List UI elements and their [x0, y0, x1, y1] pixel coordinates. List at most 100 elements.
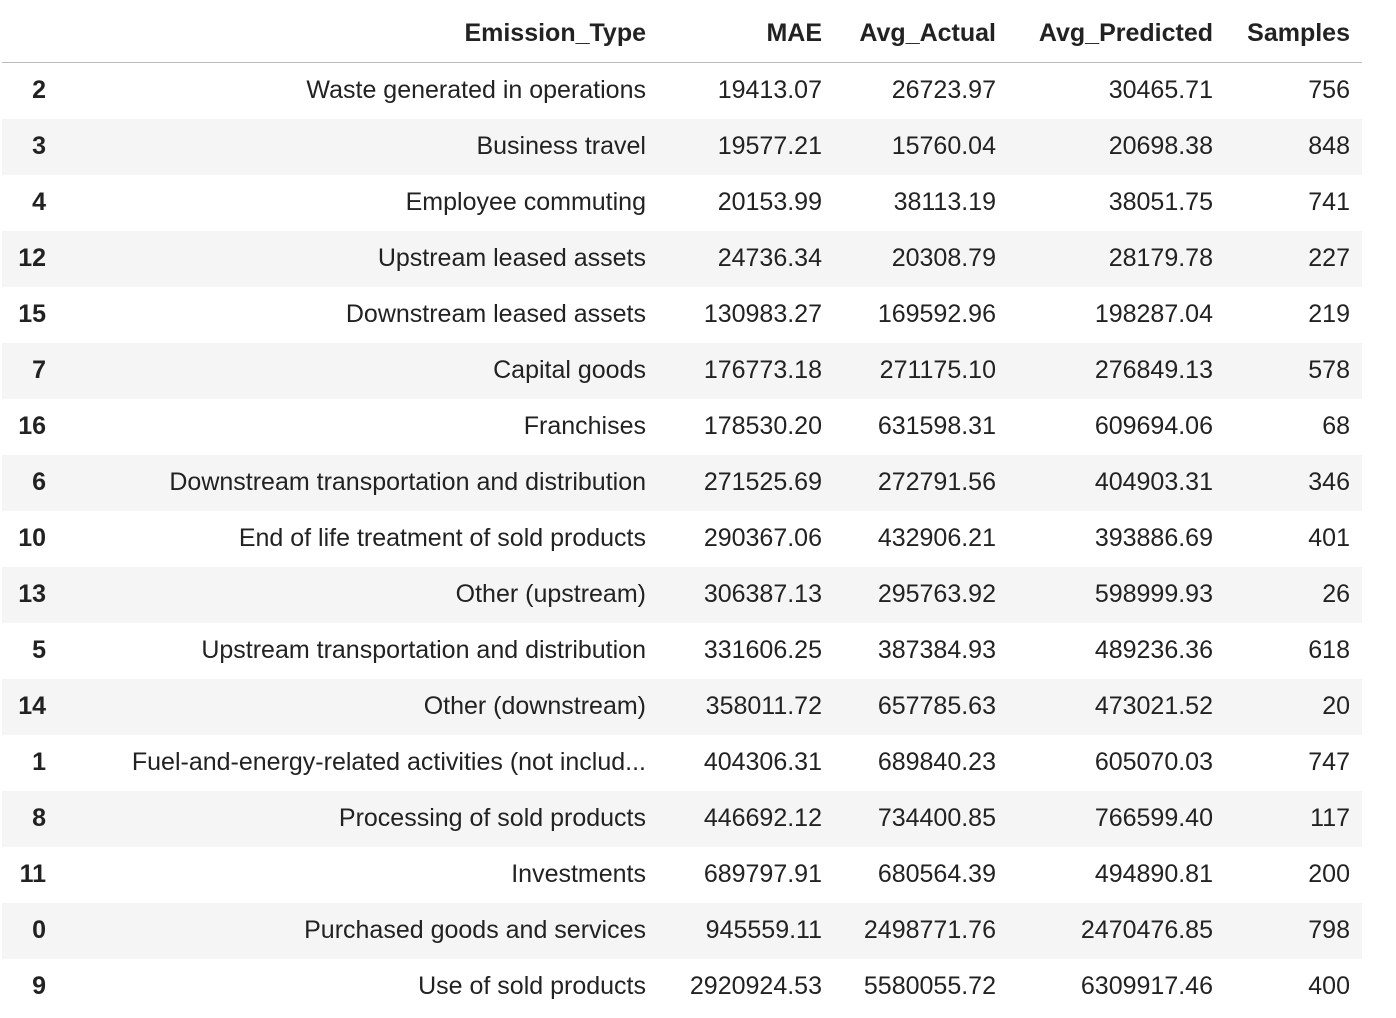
table-cell: Other (downstream) [423, 692, 646, 720]
table-cell: 945559.11 [705, 916, 822, 944]
table-cell: Processing of sold products [338, 804, 646, 832]
row-index: 8 [32, 804, 46, 832]
table-cell: 2498771.76 [863, 916, 996, 944]
table-cell: 290367.06 [703, 524, 822, 552]
row-index: 12 [18, 244, 46, 272]
row-index: 16 [18, 412, 46, 440]
table-row: 11 Investments 689797.91 680564.39 494890.81… [2, 847, 1362, 903]
table-cell: 432906.21 [877, 524, 996, 552]
table-cell: 176773.18 [703, 356, 822, 384]
table-cell: 219 [1308, 300, 1350, 328]
table-row: 7 Capital goods 176773.18 271175.10 276849.1… [2, 342, 1362, 399]
row-index: 15 [18, 300, 46, 328]
table-cell: 689797.91 [703, 860, 822, 888]
table-cell: Other (upstream) [455, 580, 646, 608]
table-cell: Fuel-and-energy-related activities (not … [131, 748, 646, 776]
table-cell: 798 [1308, 916, 1350, 944]
table-cell: Capital goods [493, 356, 646, 384]
table-cell: 19577.21 [717, 132, 822, 160]
table-cell: 631598.31 [877, 412, 996, 440]
table-cell: 38113.19 [893, 188, 996, 216]
table-cell: 401 [1308, 524, 1350, 552]
table-row: 9 Use of sold products 2920924.53 5580055.7… [2, 959, 1362, 1015]
table-cell: 178530.20 [703, 412, 822, 440]
table-cell: 20698.38 [1108, 132, 1213, 160]
table-cell: 489236.36 [1094, 636, 1213, 664]
table-cell: 400 [1308, 972, 1350, 1000]
table-row: 14 Other (downstream) 358011.72 657785.63 47… [2, 678, 1362, 735]
table-row: 8 Processing of sold products 446692.12 734… [2, 790, 1362, 847]
table-cell: 598999.93 [1094, 580, 1213, 608]
table-cell: 756 [1308, 76, 1350, 104]
row-index: 9 [32, 972, 46, 1000]
column-header: Avg_Actual [834, 0, 1008, 63]
table-header: Emission_Type MAE Avg_Actual Avg_Predicted S… [2, 0, 1362, 63]
table-cell: 734400.85 [877, 804, 996, 832]
table-cell: 68 [1322, 412, 1350, 440]
table-cell: 404903.31 [1094, 468, 1213, 496]
column-header: Avg_Predicted [1008, 0, 1225, 63]
table-cell: 5580055.72 [863, 972, 996, 1000]
table-row: 15 Downstream leased assets 130983.27 16959… [2, 287, 1362, 343]
row-index: 6 [32, 468, 46, 496]
table-cell: 15760.04 [891, 132, 996, 160]
table-cell: 26723.97 [891, 76, 996, 104]
table-row: 3 Business travel 19577.21 15760.04 20698.38… [2, 118, 1362, 175]
table-row: 2 Waste generated in operations 19413.07 26… [2, 62, 1362, 119]
table-cell: 446692.12 [703, 804, 822, 832]
table-cell: Purchased goods and services [304, 916, 646, 944]
table-cell: Downstream transportation and distributi… [169, 468, 646, 496]
table-cell: 473021.52 [1094, 692, 1213, 720]
table-cell: 169592.96 [877, 300, 996, 328]
table-cell: Use of sold products [418, 972, 646, 1000]
table-cell: 28179.78 [1108, 244, 1213, 272]
table-cell: 404306.31 [703, 748, 822, 776]
table-cell: 24736.34 [717, 244, 822, 272]
table-cell: 741 [1308, 188, 1350, 216]
table-cell: 605070.03 [1094, 748, 1213, 776]
row-index: 14 [18, 692, 46, 720]
table-row: 12 Upstream leased assets 24736.34 20308.79… [2, 230, 1362, 287]
row-index: 4 [32, 188, 46, 216]
table-cell: 117 [1310, 804, 1350, 832]
table-cell: 38051.75 [1108, 188, 1213, 216]
header-row: Emission_Type MAE Avg_Actual Avg_Predicted S… [2, 0, 1362, 63]
table-cell: Business travel [476, 132, 646, 160]
table-cell: 198287.04 [1094, 300, 1213, 328]
table-cell: 387384.93 [877, 636, 996, 664]
table-cell: 295763.92 [877, 580, 996, 608]
table-cell: 346 [1308, 468, 1350, 496]
column-header: Emission_Type [58, 0, 658, 63]
table-cell: 227 [1308, 244, 1350, 272]
table-cell: 609694.06 [1094, 412, 1213, 440]
column-header: Samples [1225, 0, 1362, 63]
table-cell: 30465.71 [1108, 76, 1213, 104]
table-cell: Franchises [523, 412, 646, 440]
table-cell: 689840.23 [877, 748, 996, 776]
row-index: 7 [32, 356, 46, 384]
row-index: 10 [18, 524, 46, 552]
table-row: 0 Purchased goods and services 945559.11 24… [2, 902, 1362, 959]
table-cell: Downstream leased assets [345, 300, 646, 328]
row-index: 5 [32, 636, 46, 664]
table-cell: 272791.56 [877, 468, 996, 496]
row-index: 0 [32, 916, 46, 944]
table-cell: 6309917.46 [1080, 972, 1213, 1000]
row-index: 11 [19, 860, 46, 888]
table-body: 2 Waste generated in operations 19413.07 26… [2, 62, 1362, 1015]
table-cell: 766599.40 [1094, 804, 1213, 832]
table-cell: 747 [1308, 748, 1350, 776]
table-cell: 306387.13 [703, 580, 822, 608]
table-cell: 2470476.85 [1080, 916, 1213, 944]
table-cell: 130983.27 [703, 300, 822, 328]
table-cell: End of life treatment of sold products [238, 524, 646, 552]
table-row: 6 Downstream transportation and distribut… [2, 454, 1362, 511]
column-header: MAE [658, 0, 834, 63]
table-cell: 20153.99 [717, 188, 822, 216]
row-index: 2 [32, 76, 46, 104]
table-cell: 20308.79 [891, 244, 996, 272]
row-index: 3 [32, 132, 46, 160]
table-cell: 271175.10 [879, 356, 996, 384]
table-cell: 358011.72 [705, 692, 822, 720]
